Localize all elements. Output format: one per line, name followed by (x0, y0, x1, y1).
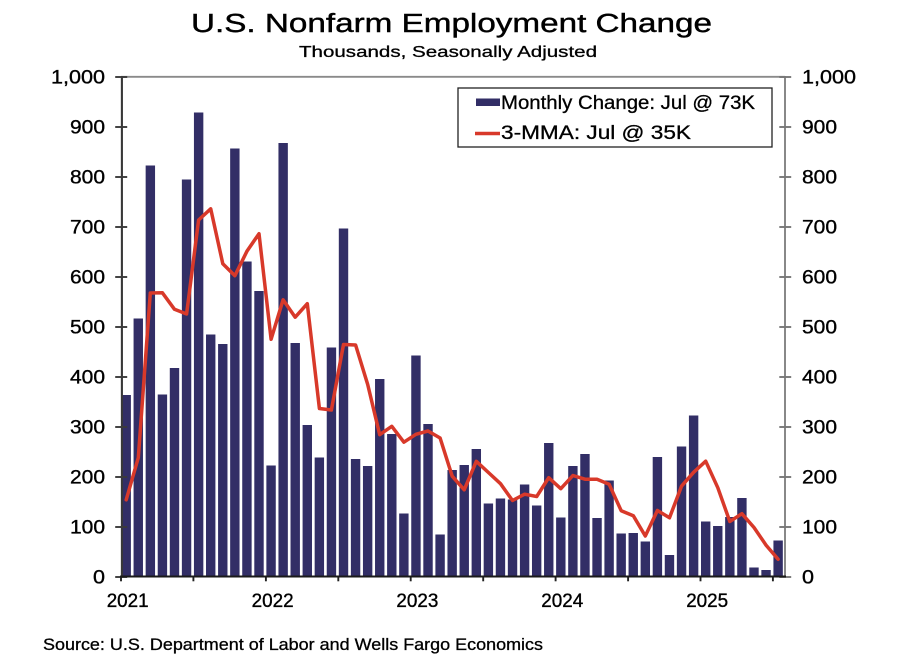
svg-text:1,000: 1,000 (802, 67, 856, 88)
svg-text:300: 300 (70, 417, 105, 438)
svg-text:3-MMA: Jul @ 35K: 3-MMA: Jul @ 35K (501, 123, 691, 144)
svg-text:2021: 2021 (107, 591, 149, 612)
svg-text:2023: 2023 (396, 591, 438, 612)
svg-text:U.S. Nonfarm Employment Change: U.S. Nonfarm Employment Change (191, 10, 712, 38)
svg-text:600: 600 (70, 267, 105, 288)
svg-text:600: 600 (802, 267, 837, 288)
svg-text:200: 200 (70, 467, 105, 488)
svg-text:400: 400 (802, 367, 837, 388)
svg-text:Source: U.S. Department of Lab: Source: U.S. Department of Labor and Wel… (43, 635, 543, 654)
svg-text:800: 800 (70, 167, 105, 188)
svg-text:700: 700 (802, 217, 837, 238)
svg-text:700: 700 (70, 217, 105, 238)
svg-text:900: 900 (70, 117, 105, 138)
svg-text:0: 0 (802, 567, 814, 588)
svg-text:200: 200 (802, 467, 837, 488)
svg-text:900: 900 (802, 117, 837, 138)
svg-text:800: 800 (802, 167, 837, 188)
svg-text:Thousands, Seasonally Adjusted: Thousands, Seasonally Adjusted (299, 44, 597, 61)
svg-text:100: 100 (802, 517, 837, 538)
svg-text:500: 500 (802, 317, 837, 338)
svg-text:1,000: 1,000 (51, 67, 105, 88)
svg-text:2024: 2024 (541, 591, 583, 612)
svg-text:400: 400 (70, 367, 105, 388)
svg-text:300: 300 (802, 417, 837, 438)
svg-text:2025: 2025 (686, 591, 728, 612)
svg-text:Monthly Change: Jul @ 73K: Monthly Change: Jul @ 73K (501, 93, 755, 114)
svg-text:100: 100 (70, 517, 105, 538)
svg-text:0: 0 (93, 567, 105, 588)
svg-text:500: 500 (70, 317, 105, 338)
svg-text:2022: 2022 (252, 591, 294, 612)
